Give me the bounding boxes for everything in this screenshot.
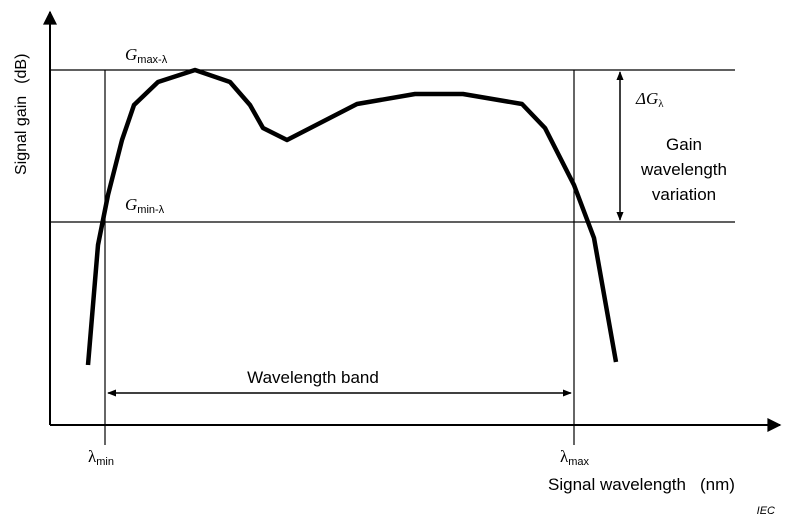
delta-line: Gain	[666, 135, 702, 154]
credit: IEC	[757, 505, 775, 517]
band-label: Wavelength band	[247, 368, 379, 387]
delta-line: variation	[652, 185, 716, 204]
g-min: Gmin-λ	[125, 195, 165, 216]
lambda-min: λmin	[88, 447, 114, 468]
y-label: Signal gain(dB)	[13, 54, 30, 175]
g-max: Gmax-λ	[125, 45, 168, 66]
delta-g: ΔGλ	[635, 89, 664, 110]
delta-line: wavelength	[640, 160, 727, 179]
lambda-max: λmax	[560, 447, 590, 468]
gain-curve	[85, 67, 619, 366]
x-label: Signal wavelength (nm)	[548, 475, 735, 494]
